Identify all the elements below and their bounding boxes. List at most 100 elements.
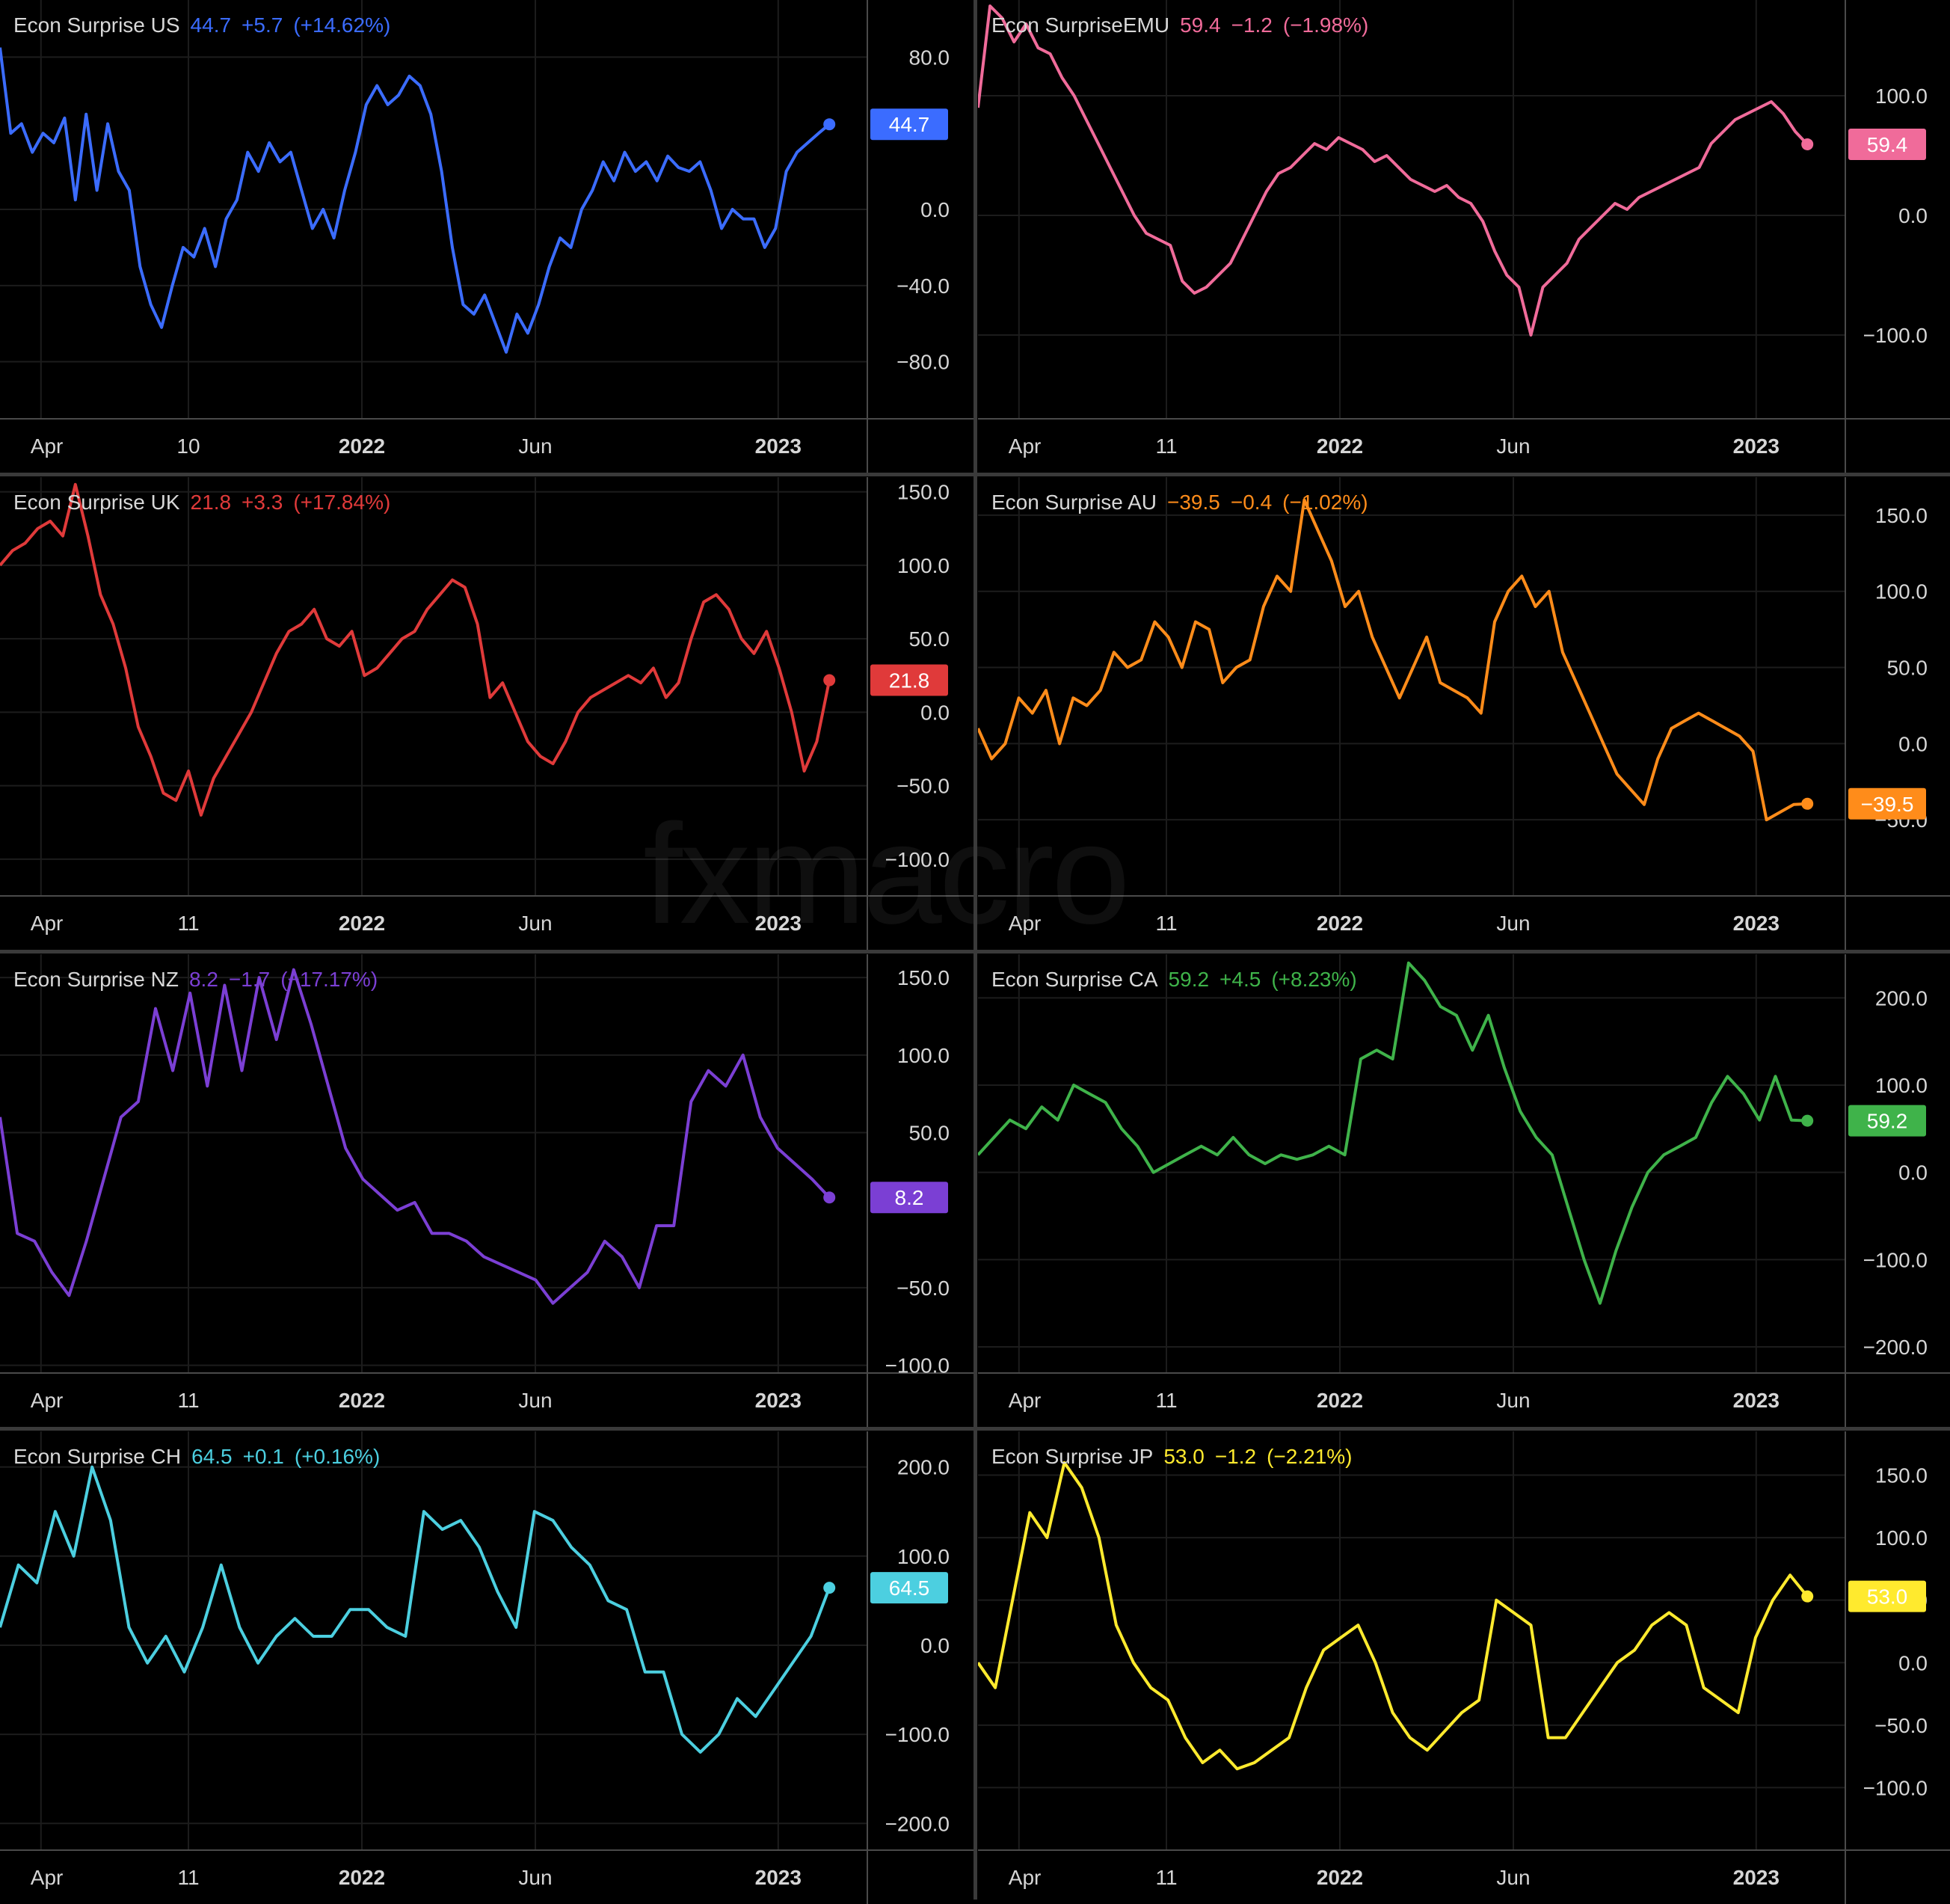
legend-name: Econ Surprise US <box>13 13 180 37</box>
y-tick-label: 150.0 <box>897 481 950 504</box>
legend-change: −0.4 <box>1230 491 1273 514</box>
legend-name: Econ Surprise CH <box>13 1445 182 1468</box>
last-value-label: 64.5 <box>889 1576 930 1600</box>
y-tick-label: −50.0 <box>896 775 950 798</box>
x-tick-label: 11 <box>1155 434 1177 458</box>
chart-panel-emu[interactable]: 100.0 0.0 −100.0 59.4 Apr 11 2022 Jun 2023 Econ S… <box>978 0 1950 473</box>
legend-value: 64.5 <box>191 1445 233 1468</box>
series-line-au[interactable] <box>978 498 1808 822</box>
last-value-badge-uk <box>870 664 948 696</box>
chart-panel-ch[interactable]: 200.0 100.0 0.0 −100.0 −200.0 64.5 Apr 11 2022 Ju… <box>0 1431 974 1904</box>
y-tick-label: 100.0 <box>897 1545 950 1568</box>
legend-change: −1.2 <box>1231 13 1273 37</box>
y-tick-label: 150.0 <box>897 966 950 989</box>
x-tick-label: 2023 <box>755 912 802 935</box>
legend-nz: Econ Surprise NZ 8.2 −1.7 (−17.17%) <box>13 968 388 992</box>
chart-svg-emu: 100.0 0.0 −100.0 59.4 Apr 11 2022 Jun 2023 <box>978 0 1950 473</box>
legend-uk: Econ Surprise UK 21.8 +3.3 (+17.84%) <box>13 491 401 515</box>
y-tick-label: 0.0 <box>920 1634 950 1657</box>
series-line-ch[interactable] <box>0 1465 831 1754</box>
y-tick-label: 100.0 <box>897 1044 950 1067</box>
last-value-badge-ch <box>870 1572 948 1604</box>
last-value-label: 53.0 <box>1867 1585 1908 1609</box>
chart-svg-jp: 150.0100.050.00.0−50.0−100.053.0Apr11202… <box>978 1431 1950 1904</box>
legend-change-pct: (+14.62%) <box>293 13 391 37</box>
last-point-uk <box>823 674 836 687</box>
y-tick-label: −50.0 <box>1874 1714 1928 1737</box>
chart-panel-nz[interactable]: 150.0 100.0 50.0 −50.0 −100.0 8.2 Apr 11 2022 Jun… <box>0 954 974 1427</box>
x-tick-label: 11 <box>177 912 199 935</box>
x-tick-label: 2022 <box>339 1866 385 1889</box>
series-line-ca[interactable] <box>978 961 1808 1305</box>
last-value-badge-us <box>870 108 948 141</box>
series-line-jp[interactable] <box>978 1461 1809 1771</box>
y-tick-label: 100.0 <box>897 554 950 577</box>
y-tick-label: 100.0 <box>1875 1074 1928 1097</box>
x-tick-label: Jun <box>518 912 552 935</box>
legend-value: 53.0 <box>1163 1445 1205 1468</box>
x-tick-label: Apr <box>31 434 64 458</box>
y-tick-label: 200.0 <box>1875 986 1928 1010</box>
legend-value: 59.2 <box>1168 968 1210 991</box>
legend-value: 8.2 <box>188 968 218 991</box>
legend-change-pct: (+8.23%) <box>1271 968 1357 991</box>
y-tick-label: 0.0 <box>1898 1651 1928 1674</box>
last-value-label: 21.8 <box>889 669 930 692</box>
chart-panel-au[interactable]: 150.0 100.0 50.0 0.0 −50.0 −39.5 Apr 11 2022 Jun 2… <box>978 477 1950 950</box>
y-tick-label: −100.0 <box>1863 1776 1928 1799</box>
y-tick-label: −40.0 <box>896 274 950 298</box>
x-tick-label: 10 <box>176 434 200 458</box>
y-tick-label: 50.0 <box>1887 657 1928 680</box>
chart-panel-uk[interactable]: 150.0 100.0 50.0 0.0 −50.0 −100.0 21.8 Apr 11 202… <box>0 477 974 950</box>
x-tick-label: 11 <box>1155 1389 1177 1412</box>
chart-panel-ca[interactable]: 200.0 100.0 0.0 −100.0 −200.0 59.2 Apr 11 2022 Ju… <box>978 954 1950 1427</box>
legend-change-pct: (−1.02%) <box>1282 491 1368 514</box>
series-line-uk[interactable] <box>0 482 831 817</box>
last-value-badge-nz <box>870 1182 948 1214</box>
x-tick-label: 11 <box>1155 912 1177 935</box>
chart-svg-ch: 200.0 100.0 0.0 −100.0 −200.0 64.5 Apr 11 2022 Ju… <box>0 1431 974 1904</box>
x-tick-label: 2022 <box>339 434 385 458</box>
legend-emu: Econ SurpriseEMU 59.4 −1.2 (−1.98%) <box>991 13 1379 37</box>
series-line-us[interactable] <box>0 47 831 354</box>
x-tick-label: 2023 <box>1733 434 1780 458</box>
y-tick-label: 100.0 <box>1875 1526 1928 1550</box>
legend-name: Econ Surprise CA <box>991 968 1158 991</box>
x-tick-label: Jun <box>1496 912 1530 935</box>
legend-change: −1.2 <box>1214 1445 1257 1468</box>
y-tick-label: 200.0 <box>897 1456 950 1479</box>
column-divider[interactable] <box>974 0 977 1900</box>
y-tick-label: −100.0 <box>885 1354 950 1378</box>
x-tick-label: 2022 <box>339 1389 385 1412</box>
y-tick-label: 100.0 <box>1875 85 1928 108</box>
chart-panel-us[interactable]: 80.0 0.0 −40.0 −80.0 44.7 Apr 10 2022 Jun 2023 Eco… <box>0 0 974 473</box>
y-tick-label: 0.0 <box>920 198 950 221</box>
y-tick-label: −80.0 <box>896 351 950 374</box>
chart-panel-jp[interactable]: 150.0100.050.00.0−50.0−100.053.0Apr11202… <box>978 1431 1950 1904</box>
y-tick-label: −100.0 <box>1863 324 1928 347</box>
x-tick-label: 2023 <box>755 1389 802 1412</box>
x-tick-label: Apr <box>1009 1389 1042 1412</box>
legend-change-pct: (−1.98%) <box>1282 13 1369 37</box>
last-value-label: 44.7 <box>889 113 930 136</box>
x-tick-label: Jun <box>1496 1389 1530 1412</box>
legend-ch: Econ Surprise CH 64.5 +0.1 (+0.16%) <box>13 1445 390 1469</box>
x-tick-label: Apr <box>1009 1866 1042 1889</box>
legend-name: Econ Surprise AU <box>991 491 1157 514</box>
x-tick-label: Apr <box>1009 912 1042 935</box>
legend-value: 21.8 <box>190 491 232 514</box>
y-tick-label: 0.0 <box>1898 204 1928 227</box>
series-line-nz[interactable] <box>0 968 831 1305</box>
legend-change: +0.1 <box>242 1445 284 1468</box>
x-tick-label: 2023 <box>1733 1866 1780 1889</box>
legend-change: +5.7 <box>242 13 283 37</box>
y-tick-label: −100.0 <box>885 1723 950 1746</box>
legend-ca: Econ Surprise CA 59.2 +4.5 (+8.23%) <box>991 968 1368 992</box>
x-tick-label: 11 <box>177 1389 199 1412</box>
x-tick-label: 2023 <box>1733 912 1780 935</box>
y-tick-label: 0.0 <box>920 701 950 724</box>
last-point-au <box>1801 797 1814 810</box>
series-line-emu[interactable] <box>978 4 1809 337</box>
y-tick-label: 0.0 <box>1898 1161 1928 1185</box>
legend-us: Econ Surprise US 44.7 +5.7 (+14.62%) <box>13 13 401 37</box>
